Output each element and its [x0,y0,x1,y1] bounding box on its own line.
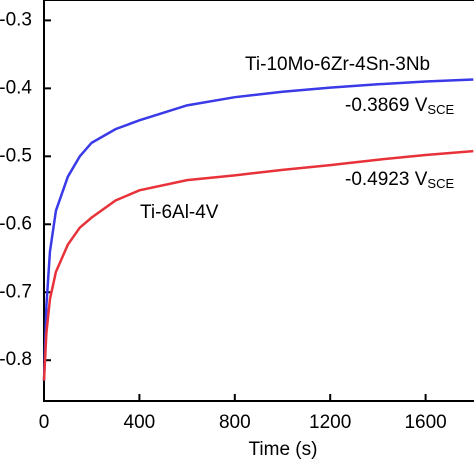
plot-frame [43,0,474,402]
y-tick-label: -0.3 [0,9,32,30]
x-tick-label: 0 [39,412,50,433]
y-tick-label: -0.8 [0,349,32,370]
series-label: Ti-10Mo-6Zr-4Sn-3Nb [245,54,430,75]
x-tick-label: 1200 [309,412,351,433]
annotation: -0.4923 VSCE [345,169,454,191]
series-label: Ti-6Al-4V [140,202,219,223]
annotation-sub: SCE [427,176,454,191]
y-tick-label: -0.7 [0,281,32,302]
x-axis-label: Time (s) [249,439,318,460]
y-tick-label: -0.6 [0,213,32,234]
series-line [42,149,474,381]
x-tick-label: 1600 [404,412,446,433]
annotation-sub: SCE [427,102,454,117]
x-tick-label: 400 [124,412,156,433]
series-line [42,78,474,381]
annotation-text: -0.4923 V [345,169,428,190]
annotation-text: -0.3869 V [345,95,428,116]
x-tick-label: 800 [219,412,251,433]
y-tick-label: -0.5 [0,145,32,166]
y-tick-label: -0.4 [0,77,32,98]
annotation: -0.3869 VSCE [345,95,454,117]
